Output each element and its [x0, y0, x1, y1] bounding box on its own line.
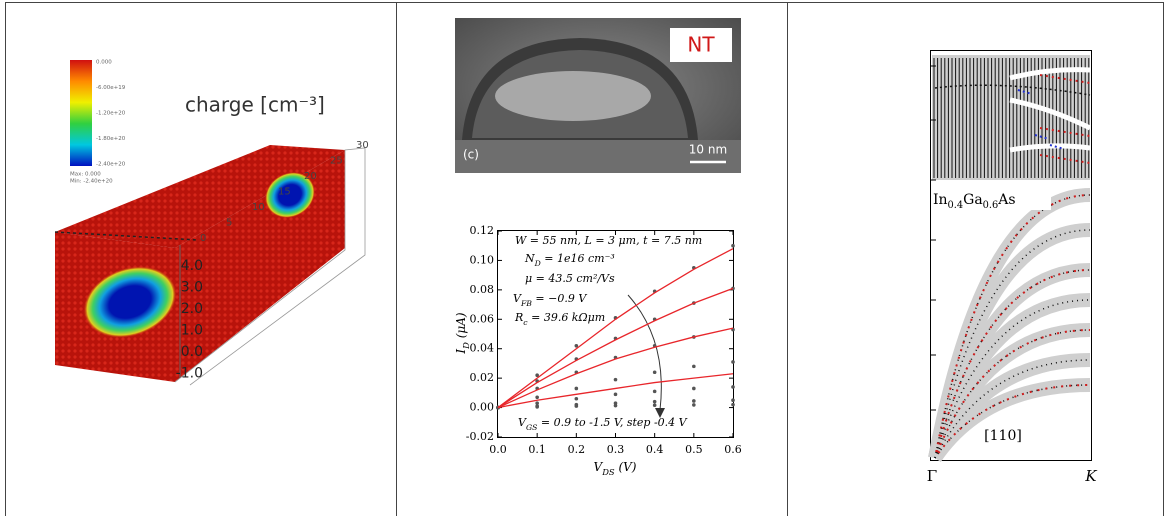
- x-axis-label-part: (V): [615, 460, 637, 474]
- measured-point: [692, 399, 696, 403]
- measured-point: [575, 387, 579, 391]
- measured-point: [692, 365, 696, 369]
- colorbar-label: -1.80e+20: [96, 136, 126, 142]
- x-tick-label: 0.3: [607, 443, 625, 456]
- measured-point: [731, 398, 735, 402]
- measured-point: [653, 370, 657, 374]
- y-tick-label: -0.02: [466, 430, 494, 443]
- material-label-part: As: [997, 192, 1015, 208]
- figure: charge [cm⁻³]0.000-6.00e+19-1.20e+20-1.8…: [0, 0, 1169, 516]
- depth-axis-label: 30: [356, 140, 369, 151]
- x-tick-label: 0.4: [646, 443, 664, 456]
- depth-axis-label: 5: [226, 218, 232, 229]
- annotation-part: = −0.9 V: [532, 292, 587, 305]
- colorbar-stat: Min: -2.40e+20: [70, 179, 113, 185]
- z-axis-label: 4.0: [181, 258, 203, 274]
- annotation-part: = 1e16 cm⁻³: [541, 252, 615, 265]
- colorbar-label: -6.00e+19: [96, 85, 126, 91]
- depth-axis-label: 25: [330, 156, 343, 167]
- depth-axis-label: 0: [200, 233, 206, 244]
- measured-point: [653, 390, 657, 394]
- y-tick-label: 0.02: [470, 371, 495, 384]
- measured-point: [731, 360, 735, 364]
- y-tick-label: 0.06: [470, 312, 495, 325]
- y-axis-label-part: (μA): [454, 312, 468, 342]
- material-label-sub: 0.6: [983, 200, 999, 211]
- scale-bar-label: 10 nm: [689, 143, 727, 157]
- annotation-sub: FB: [520, 299, 532, 308]
- annotation-part: = 39.6 kΩμm: [528, 311, 606, 324]
- k-point-label: Γ: [927, 467, 937, 485]
- measured-point: [731, 385, 735, 389]
- measured-point: [731, 403, 735, 407]
- x-axis-label-sub: DS: [601, 467, 615, 477]
- measured-point: [614, 393, 618, 397]
- colorbar-label: -2.40e+20: [96, 162, 126, 168]
- material-label-sub: 0.4: [948, 200, 964, 211]
- depth-axis-label: 10: [252, 202, 265, 213]
- y-tick-label: 0.12: [470, 224, 495, 237]
- y-axis-label: ID (μA): [454, 312, 471, 354]
- x-tick-label: 0.5: [685, 443, 703, 456]
- measured-point: [692, 387, 696, 391]
- direction-label: [110]: [984, 428, 1022, 444]
- measured-point: [731, 244, 735, 248]
- annotation-part: = 0.9 to -1.5 V, step -0.4 V: [537, 416, 687, 429]
- annotation-part: N: [524, 252, 535, 265]
- measured-point: [653, 403, 657, 407]
- measured-point: [614, 378, 618, 382]
- image-label: NT: [687, 33, 715, 57]
- panel-label: (c): [463, 148, 479, 162]
- tem-core: [495, 71, 651, 121]
- z-axis-label: 0.0: [181, 344, 203, 360]
- z-axis-label: 3.0: [181, 280, 203, 296]
- panel-title: charge [cm⁻³]: [185, 93, 325, 117]
- annotation-sub: D: [534, 259, 541, 268]
- measured-point: [575, 397, 579, 401]
- measured-point: [653, 400, 657, 404]
- z-axis-label: 1.0: [181, 323, 203, 339]
- measured-point: [575, 404, 579, 408]
- y-tick-label: 0.04: [470, 342, 495, 355]
- y-tick-label: 0.08: [470, 283, 495, 296]
- measured-point: [535, 395, 539, 399]
- y-tick-label: 0.00: [470, 401, 495, 414]
- material-label-part: Ga: [963, 192, 983, 208]
- annotation: W = 55 nm, L = 3 μm, t = 7.5 nm: [515, 234, 702, 247]
- depth-axis-label: 15: [278, 187, 291, 198]
- z-axis-label: 2.0: [181, 301, 203, 317]
- depth-axis-label: 20: [304, 171, 317, 182]
- annotation-part: R: [514, 311, 523, 324]
- k-point-label: K: [1084, 467, 1097, 485]
- colorbar-label: 0.000: [96, 60, 112, 66]
- x-tick-label: 0.2: [568, 443, 586, 456]
- colorbar: [70, 60, 92, 166]
- annotation-sub: GS: [526, 423, 537, 432]
- colorbar-stat: Max: 0.000: [70, 172, 101, 178]
- x-tick-label: 0.1: [528, 443, 546, 456]
- y-tick-label: 0.10: [470, 253, 495, 266]
- x-axis-label: VDS (V): [594, 460, 637, 477]
- measured-point: [535, 405, 539, 409]
- material-label-part: In: [933, 192, 948, 208]
- page: charge [cm⁻³]0.000-6.00e+19-1.20e+20-1.8…: [0, 0, 1169, 516]
- annotation: μ = 43.5 cm²/Vs: [525, 272, 615, 285]
- measured-point: [692, 403, 696, 407]
- x-tick-label: 0.6: [724, 443, 742, 456]
- colorbar-label: -1.20e+20: [96, 111, 126, 117]
- measured-point: [614, 404, 618, 408]
- z-axis-label: -1.0: [176, 366, 203, 382]
- x-tick-label: 0.0: [489, 443, 507, 456]
